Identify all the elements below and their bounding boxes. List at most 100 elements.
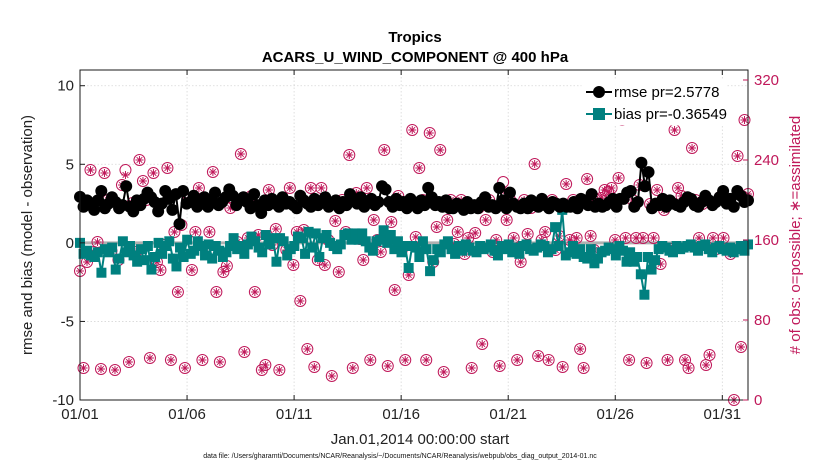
obs-possible-point bbox=[651, 184, 664, 196]
legend-bias-label: bias pr=-0.36549 bbox=[614, 106, 727, 123]
rmse-point bbox=[635, 156, 648, 169]
obs-assimilated-point bbox=[516, 258, 525, 266]
obs-assimilated-point bbox=[383, 362, 392, 370]
obs-possible-point bbox=[84, 164, 97, 176]
rmse-point bbox=[489, 202, 502, 215]
obs-assimilated-point bbox=[173, 288, 182, 296]
bias-point bbox=[296, 233, 307, 244]
bias-point bbox=[625, 247, 636, 258]
obs-possible-point bbox=[122, 356, 135, 368]
obs-possible-point bbox=[364, 354, 377, 366]
obs-assimilated-point bbox=[663, 356, 672, 364]
obs-possible-point bbox=[308, 361, 321, 373]
obs-assimilated-point bbox=[320, 261, 329, 269]
obs-possible-point bbox=[532, 350, 545, 362]
x-axis-label: Jan.01,2014 00:00:00 start bbox=[331, 431, 510, 448]
obs-possible-point bbox=[686, 142, 699, 154]
y-tick-label-right: 80 bbox=[754, 312, 771, 329]
y-tick-label-left: -5 bbox=[61, 313, 74, 330]
obs-assimilated-point bbox=[740, 116, 749, 124]
bias-point bbox=[239, 248, 250, 259]
bias-point bbox=[178, 252, 189, 262]
bias-point bbox=[435, 247, 446, 258]
obs-possible-point bbox=[329, 215, 342, 227]
obs-assimilated-point bbox=[632, 234, 641, 242]
bias-point bbox=[314, 252, 325, 262]
bias-point bbox=[553, 241, 564, 251]
bias-point bbox=[307, 242, 318, 253]
obs-possible-point bbox=[640, 357, 653, 369]
bias-point bbox=[621, 256, 632, 267]
obs-assimilated-point bbox=[205, 228, 214, 236]
bias-point bbox=[485, 239, 496, 250]
obs-possible-point bbox=[388, 284, 401, 296]
obs-possible-point bbox=[469, 227, 482, 239]
obs-assimilated-point bbox=[481, 216, 490, 224]
bias-point bbox=[492, 250, 503, 261]
obs-assimilated-point bbox=[408, 126, 417, 134]
bias-point bbox=[228, 233, 239, 244]
rmse-point bbox=[638, 180, 651, 193]
bias-point bbox=[142, 241, 153, 251]
obs-assimilated-point bbox=[166, 356, 175, 364]
bias-point bbox=[310, 228, 321, 239]
bias-point bbox=[375, 234, 386, 245]
bias-point bbox=[146, 264, 157, 275]
obs-assimilated-point bbox=[709, 234, 718, 242]
obs-possible-point bbox=[731, 150, 744, 162]
obs-assimilated-point bbox=[614, 174, 623, 182]
bias-point bbox=[514, 248, 525, 259]
bias-point bbox=[110, 264, 121, 275]
obs-assimilated-point bbox=[376, 248, 385, 256]
obs-assimilated-point bbox=[471, 229, 480, 237]
obs-assimilated-point bbox=[250, 288, 259, 296]
bias-point bbox=[607, 244, 618, 255]
bias-point bbox=[650, 255, 661, 266]
bias-point bbox=[128, 250, 139, 261]
legend-bias-marker bbox=[593, 108, 605, 120]
rmse-point bbox=[418, 199, 431, 212]
obs-possible-point bbox=[318, 259, 331, 271]
bias-point bbox=[175, 242, 186, 253]
obs-possible-point bbox=[94, 363, 107, 375]
bias-point bbox=[396, 247, 407, 258]
bias-point bbox=[96, 267, 107, 278]
obs-assimilated-point bbox=[362, 184, 371, 192]
obs-possible-point bbox=[143, 352, 156, 364]
obs-assimilated-point bbox=[289, 261, 298, 269]
obs-assimilated-point bbox=[271, 225, 280, 233]
obs-possible-point bbox=[283, 182, 296, 194]
obs-possible-point bbox=[136, 175, 149, 187]
obs-possible-point bbox=[378, 144, 391, 156]
bias-point bbox=[271, 256, 282, 267]
bias-point bbox=[457, 245, 468, 256]
obs-assimilated-point bbox=[422, 356, 431, 364]
obs-assimilated-point bbox=[138, 177, 147, 185]
y-tick-label-right: 240 bbox=[754, 152, 779, 169]
bias-point bbox=[221, 247, 232, 258]
obs-assimilated-point bbox=[156, 266, 165, 274]
data-file-note: data file: /Users/gharamti/Documents/NCA… bbox=[203, 453, 597, 460]
obs-possible-point bbox=[108, 364, 121, 376]
y-tick-label-right: 160 bbox=[754, 232, 779, 249]
obs-assimilated-point bbox=[79, 364, 88, 372]
bias-point bbox=[235, 241, 246, 251]
bias-point bbox=[425, 266, 436, 277]
bias-point bbox=[264, 239, 275, 250]
y-axis-label-right: # of obs: o=possible; ∗=assimilated bbox=[787, 116, 804, 355]
y-tick-label-left: 5 bbox=[66, 156, 74, 173]
obs-possible-point bbox=[234, 148, 247, 160]
bias-point bbox=[157, 248, 168, 259]
obs-assimilated-point bbox=[586, 232, 595, 240]
obs-possible-point bbox=[682, 362, 695, 374]
obs-possible-point bbox=[434, 144, 447, 156]
obs-assimilated-point bbox=[625, 356, 634, 364]
rmse-point bbox=[372, 196, 385, 208]
bias-point bbox=[342, 228, 353, 239]
obs-assimilated-point bbox=[163, 164, 172, 172]
rmse-point bbox=[209, 186, 222, 199]
axis-ticks: 01/01 01/06 01/11 01/16 01/21 01/26 01/31 -10 -5… bbox=[52, 70, 779, 423]
obs-assimilated-point bbox=[170, 228, 179, 236]
obs-assimilated-point bbox=[621, 234, 630, 242]
bias-point bbox=[635, 269, 646, 280]
